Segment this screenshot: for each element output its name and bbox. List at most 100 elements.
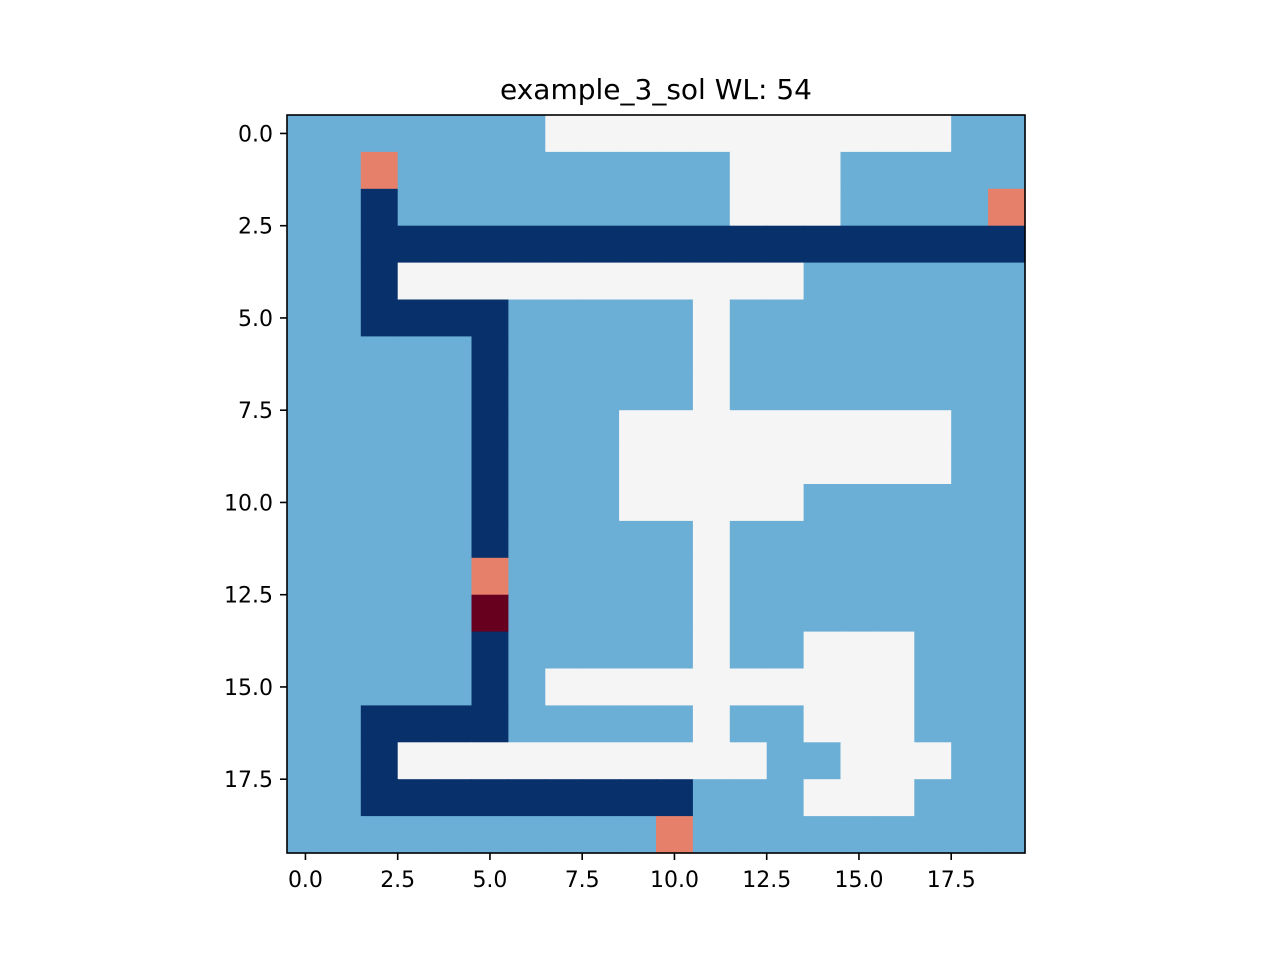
heatmap-cell: [619, 447, 657, 485]
heatmap-cell: [914, 520, 952, 559]
heatmap-cell: [914, 668, 952, 706]
heatmap-cell: [360, 410, 399, 448]
heatmap-cell: [692, 115, 731, 153]
heatmap-cell: [951, 373, 989, 411]
heatmap-cell: [840, 373, 878, 411]
heatmap-cell: [434, 779, 473, 817]
heatmap-cell: [360, 299, 399, 337]
heatmap-cell: [397, 299, 436, 337]
heatmap-cell: [397, 631, 436, 670]
heatmap-cell: [766, 225, 805, 264]
heatmap-cell: [766, 188, 805, 227]
heatmap-cell: [434, 484, 473, 522]
heatmap-cell: [729, 742, 768, 780]
heatmap-cell: [766, 668, 805, 706]
heatmap-cell: [434, 447, 473, 485]
heatmap-cell: [323, 410, 362, 448]
heatmap-cell: [729, 520, 768, 559]
heatmap-cell: [988, 594, 1026, 633]
heatmap-cell: [434, 151, 473, 190]
heatmap-cell: [545, 447, 583, 485]
heatmap-cell: [692, 631, 731, 670]
heatmap-cell: [619, 299, 657, 337]
heatmap-cell: [656, 557, 694, 596]
heatmap-cell: [988, 151, 1026, 190]
heatmap-cell: [656, 447, 694, 485]
heatmap-cell: [360, 631, 399, 670]
heatmap-cell: [766, 410, 805, 448]
heatmap-cell: [803, 373, 842, 411]
heatmap-cell: [545, 520, 583, 559]
heatmap-cell: [508, 631, 546, 670]
heatmap-cell: [656, 151, 694, 190]
heatmap-cell: [471, 668, 509, 706]
heatmap-cell: [656, 520, 694, 559]
heatmap-cell: [323, 705, 362, 743]
heatmap-cell: [656, 484, 694, 522]
heatmap-cell: [360, 115, 399, 153]
heatmap-cell: [692, 594, 731, 633]
heatmap-cell: [287, 373, 325, 411]
heatmap-cell: [656, 262, 694, 301]
heatmap-cell: [619, 115, 657, 153]
heatmap-cell: [988, 447, 1026, 485]
heatmap-cell: [287, 520, 325, 559]
heatmap-cell: [545, 299, 583, 337]
heatmap-cell: [877, 557, 915, 596]
heatmap-cell: [619, 520, 657, 559]
heatmap-cell: [397, 742, 436, 780]
heatmap-cell: [692, 299, 731, 337]
heatmap-cell: [434, 557, 473, 596]
heatmap-cell: [877, 520, 915, 559]
heatmap-cell: [471, 557, 509, 596]
heatmap-cell: [766, 594, 805, 633]
heatmap-cell: [914, 705, 952, 743]
x-axis: 0.0 2.5 5.0 7.5 10.0 12.5 15.0 17.5: [288, 853, 976, 893]
heatmap-cell: [951, 705, 989, 743]
heatmap-cell: [803, 631, 842, 670]
heatmap-cell: [656, 299, 694, 337]
heatmap-cell: [508, 188, 546, 227]
heatmap-cell: [545, 742, 583, 780]
heatmap-cell: [619, 705, 657, 743]
heatmap-cell: [840, 594, 878, 633]
heatmap-cell: [287, 188, 325, 227]
heatmap-cell: [397, 779, 436, 817]
heatmap-cell: [287, 151, 325, 190]
heatmap-cell: [397, 557, 436, 596]
heatmap-cell: [988, 336, 1026, 374]
heatmap-cell: [951, 557, 989, 596]
heatmap-cell: [914, 484, 952, 522]
heatmap-cell: [471, 447, 509, 485]
heatmap-cell: [656, 373, 694, 411]
heatmap-cell: [840, 188, 878, 227]
heatmap-cell: [508, 262, 546, 301]
heatmap-cell: [877, 631, 915, 670]
heatmap-cell: [619, 188, 657, 227]
heatmap-cell: [877, 705, 915, 743]
y-tick-label: 0.0: [238, 122, 273, 147]
heatmap-cell: [545, 373, 583, 411]
heatmap-cell: [619, 262, 657, 301]
heatmap-cell: [951, 115, 989, 153]
heatmap-cell: [692, 816, 731, 854]
heatmap-cell: [323, 557, 362, 596]
heatmap-cell: [840, 742, 878, 780]
heatmap-cell: [951, 631, 989, 670]
heatmap-cell: [360, 447, 399, 485]
heatmap-cell: [508, 557, 546, 596]
heatmap-cell: [951, 262, 989, 301]
heatmap-cell: [988, 115, 1026, 153]
heatmap-cell: [803, 410, 842, 448]
heatmap-cell: [323, 115, 362, 153]
heatmap-cell: [508, 115, 546, 153]
heatmap-cell: [360, 151, 399, 190]
heatmap-cell: [803, 225, 842, 264]
heatmap-cell: [729, 484, 768, 522]
heatmap-cell: [803, 557, 842, 596]
heatmap-cell: [471, 373, 509, 411]
y-tick-label: 5.0: [238, 307, 273, 332]
heatmap-cell: [323, 742, 362, 780]
heatmap-cell: [471, 594, 509, 633]
heatmap-cell: [619, 373, 657, 411]
